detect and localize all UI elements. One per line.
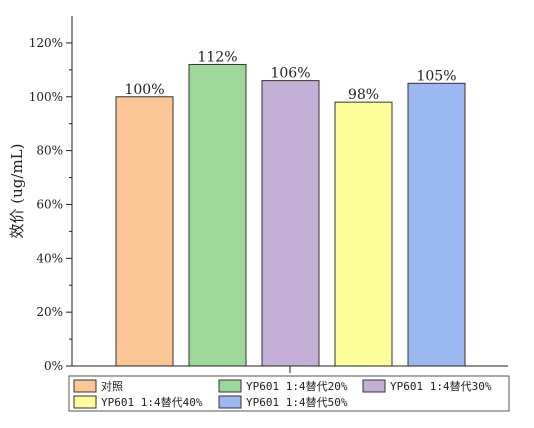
bar-data-label: 106% bbox=[270, 66, 310, 82]
y-tick-label: 100% bbox=[29, 90, 63, 104]
legend-swatch bbox=[218, 395, 242, 409]
legend-frame bbox=[68, 375, 510, 412]
legend-swatch bbox=[73, 395, 97, 409]
axes bbox=[71, 16, 508, 373]
bar bbox=[188, 63, 247, 367]
bar-data-label: 105% bbox=[416, 68, 456, 84]
bar-data-label: 100% bbox=[124, 82, 164, 98]
bar-data-label: 112% bbox=[197, 49, 237, 65]
y-axis-ticks: 0% 20% 40% 60% 80% 100% 120% bbox=[29, 36, 72, 373]
legend-swatch bbox=[362, 379, 386, 393]
legend-label: 对照 bbox=[101, 379, 123, 393]
legend-label: YP601 1:4替代50% bbox=[246, 395, 348, 409]
bar bbox=[115, 96, 174, 367]
y-tick-label: 0% bbox=[44, 359, 63, 373]
y-axis-title: 效价 (ug/mL) bbox=[8, 144, 26, 239]
bar bbox=[334, 101, 393, 367]
y-tick-label: 20% bbox=[36, 305, 63, 319]
legend-label: YP601 1:4替代20% bbox=[246, 379, 348, 393]
legend-swatch bbox=[73, 379, 97, 393]
legend-label: YP601 1:4替代40% bbox=[101, 395, 203, 409]
y-tick-label: 60% bbox=[36, 197, 63, 211]
bar bbox=[261, 80, 320, 367]
bars: 100% 112% 106% 98% 105% bbox=[115, 49, 466, 367]
legend-swatch bbox=[218, 379, 242, 393]
legend-label: YP601 1:4替代30% bbox=[390, 379, 492, 393]
y-tick-label: 40% bbox=[36, 251, 63, 265]
y-tick-label: 120% bbox=[29, 36, 63, 50]
bar bbox=[407, 82, 466, 367]
y-tick-label: 80% bbox=[36, 144, 63, 158]
legend: 对照 YP601 1:4替代20% YP601 1:4替代30% YP601 1:4替… bbox=[68, 375, 510, 412]
bar-data-label: 98% bbox=[348, 87, 379, 103]
